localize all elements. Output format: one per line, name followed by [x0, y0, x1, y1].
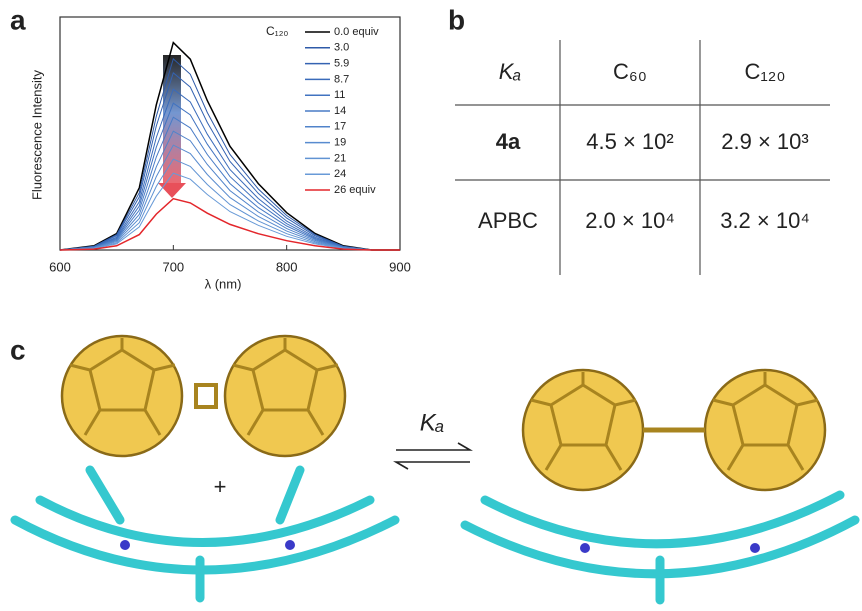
legend-title: C₁₂₀: [266, 24, 288, 38]
table-cell: 4.5 × 10²: [586, 129, 673, 154]
spectrum-line: [60, 89, 400, 250]
table-cell: APBC: [478, 208, 538, 233]
legend-label: 11: [334, 89, 345, 101]
table-cell: 4a: [496, 129, 521, 154]
cage-link: [196, 385, 216, 407]
legend-label: 26 equiv: [334, 184, 376, 196]
legend-label: 14: [334, 105, 346, 117]
spectrum-line: [60, 103, 400, 250]
x-tick-label: 800: [276, 259, 298, 274]
table-cell: 2.0 × 10⁴: [585, 208, 675, 233]
trend-arrow-head: [158, 183, 186, 198]
host-molecule: [485, 495, 840, 544]
table: Kₐ C₆₀ C₁₂₀ 4a 4.5 × 10² 2.9 × 10³ APBC …: [455, 40, 830, 275]
legend-label: 19: [334, 137, 346, 149]
forward-arrow: [396, 443, 470, 450]
atom: [750, 543, 760, 553]
x-axis-label: λ (nm): [205, 276, 242, 291]
legend-label: 21: [334, 152, 346, 164]
legend-label: 5.9: [334, 58, 349, 70]
panel-label: b: [448, 4, 465, 35]
fullerene-cage: [523, 370, 643, 490]
chart: λ (nm) Fluorescence Intensity C₁₂₀ 600 70…: [29, 17, 410, 291]
spectrum-line: [60, 59, 400, 250]
equilibrium-constant: Kₐ: [420, 409, 445, 436]
atom: [120, 540, 130, 550]
legend-label: 24: [334, 168, 346, 180]
fullerene-cage: [225, 336, 345, 456]
plus-sign: +: [214, 474, 227, 499]
panel-label: a: [10, 4, 26, 35]
scheme: + Kₐ: [15, 336, 855, 600]
reverse-arrow: [396, 462, 470, 469]
legend-label: 0.0 equiv: [334, 26, 379, 38]
legend-label: 3.0: [334, 42, 349, 54]
table-cell: 3.2 × 10⁴: [720, 208, 810, 233]
table-cell: 2.9 × 10³: [721, 129, 808, 154]
x-tick-label: 600: [49, 259, 71, 274]
spectrum-line: [60, 73, 400, 250]
x-tick-label: 900: [389, 259, 411, 274]
legend-label: 8.7: [334, 73, 349, 85]
figure: a b c λ (nm) Fluorescence Intensity C₁₂₀…: [0, 0, 862, 606]
table-header: C₆₀: [613, 59, 647, 84]
fullerene-cage: [62, 336, 182, 456]
table-header: C₁₂₀: [745, 59, 786, 84]
table-header: Kₐ: [499, 59, 522, 84]
fullerene-cage: [705, 370, 825, 490]
atom: [580, 543, 590, 553]
x-tick-label: 700: [162, 259, 184, 274]
y-axis-label: Fluorescence Intensity: [29, 69, 44, 200]
panel-label: c: [10, 334, 26, 365]
host-molecule: [40, 500, 370, 543]
atom: [285, 540, 295, 550]
legend-label: 17: [334, 121, 346, 133]
